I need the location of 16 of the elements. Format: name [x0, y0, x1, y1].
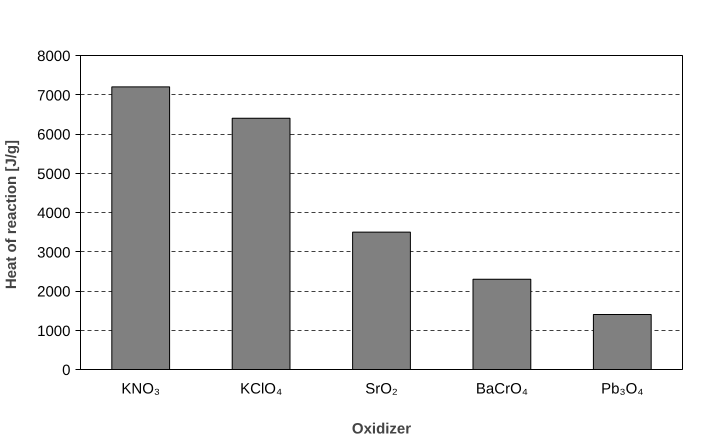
y-tick-label: 1000 [37, 322, 71, 340]
y-tick-label: 4000 [37, 205, 71, 222]
y-tick-label: 5000 [37, 166, 71, 183]
x-tick-label: KClO₄ [240, 380, 282, 398]
y-tick-label: 2000 [37, 284, 71, 300]
x-tick-label: BaCrO₄ [476, 380, 528, 398]
x-axis-title: Oxidizer [352, 420, 412, 438]
y-tick-label: 6000 [37, 126, 71, 144]
y-axis-title: Heat of reaction [J/g] [3, 140, 20, 290]
x-tick-label: Pb₃O₄ [601, 380, 644, 398]
y-tick-label: 3000 [37, 244, 71, 262]
x-tick-label: SrO₂ [365, 380, 398, 398]
y-tick-label: 7000 [37, 87, 71, 104]
y-tick-label: 0 [62, 362, 70, 379]
y-tick-label: 8000 [37, 48, 71, 65]
x-tick-label: KNO₃ [121, 380, 160, 398]
